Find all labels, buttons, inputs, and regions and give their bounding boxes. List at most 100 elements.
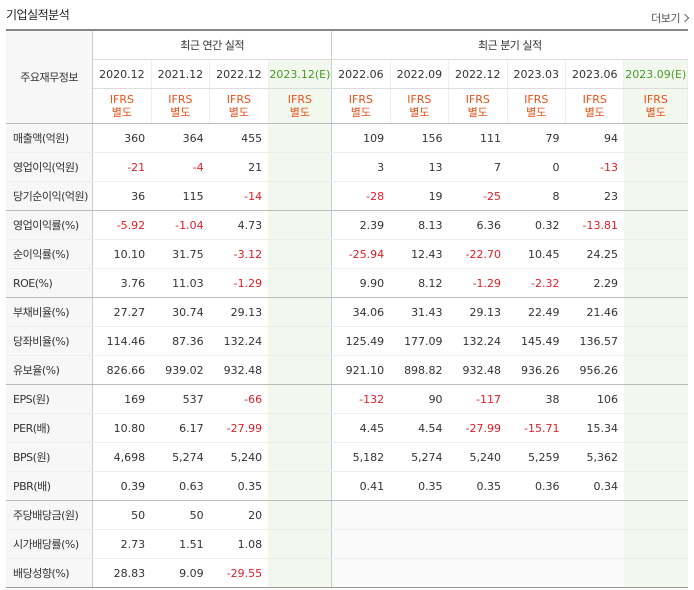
table-cell: [623, 181, 688, 211]
row-label: ROE(%): [6, 268, 94, 298]
table-cell: 932.48: [209, 355, 269, 385]
standard-ifrs: IFRS: [168, 93, 193, 106]
table-cell: [268, 268, 333, 298]
standard-separate: 별도: [645, 106, 666, 119]
period-header: 2022.12: [448, 59, 508, 89]
table-cell: 132.24: [448, 326, 508, 356]
table-cell: -28: [331, 181, 391, 211]
table-cell: [448, 500, 508, 530]
accounting-standard-label: IFRS 별도: [268, 88, 333, 124]
table-cell: [448, 529, 508, 559]
table-cell: 169: [92, 384, 152, 414]
accounting-standard-label: IFRS 별도: [151, 88, 211, 124]
table-cell: 5,259: [507, 442, 566, 472]
table-cell: 5,274: [151, 442, 210, 472]
table-cell: 0.36: [507, 471, 566, 501]
table-cell: 19: [390, 181, 449, 211]
more-label: 더보기: [651, 12, 680, 25]
table-cell: -132: [331, 384, 391, 414]
table-cell: 921.10: [331, 355, 391, 385]
table-row: 순이익률(%) 10.10 31.75 -3.12 -25.94 12.43 -22.70 1…: [6, 239, 688, 269]
table-cell: [623, 326, 688, 356]
table-cell: 3: [331, 152, 391, 182]
period-header: 2022.06: [331, 59, 391, 89]
period-header-row: 2020.12 2021.12 2022.12 2023.12(E) 2022.06 20…: [6, 59, 688, 89]
table-cell: -14: [209, 181, 269, 211]
row-label: 영업이익(억원): [6, 152, 94, 182]
table-cell: 455: [209, 123, 269, 153]
table-cell: 27.27: [92, 297, 152, 327]
table-cell: 136.57: [565, 326, 624, 356]
table-cell: -22.70: [448, 239, 508, 269]
standard-separate: 별도: [584, 106, 605, 119]
table-cell: -25: [448, 181, 508, 211]
table-cell: 90: [390, 384, 449, 414]
more-link[interactable]: 더보기: [651, 10, 690, 26]
accounting-standard-label: IFRS 별도: [390, 88, 450, 124]
table-cell: 5,362: [565, 442, 624, 472]
table-cell: 2.73: [92, 529, 152, 559]
period-header: 2023.09(E): [623, 59, 688, 89]
standard-separate: 별도: [170, 106, 191, 119]
table-cell: 28.83: [92, 558, 152, 588]
table-row: 배당성향(%) 28.83 9.09 -29.55: [6, 558, 688, 588]
standard-separate: 별도: [350, 106, 371, 119]
accounting-standard-label: IFRS 별도: [209, 88, 269, 124]
table-cell: 20: [209, 500, 269, 530]
table-cell: 2.29: [565, 268, 624, 298]
table-cell: 50: [151, 500, 210, 530]
table-cell: -66: [209, 384, 269, 414]
standard-ifrs: IFRS: [287, 93, 312, 106]
table-cell: 0.39: [92, 471, 152, 501]
table-cell: 6.36: [448, 210, 508, 240]
table-cell: 9.09: [151, 558, 210, 588]
table-cell: 8.13: [390, 210, 449, 240]
table-row: ROE(%) 3.76 11.03 -1.29 9.90 8.12 -1.29 -2.32 2.…: [6, 268, 688, 298]
period-header: 2020.12: [92, 59, 152, 89]
period-header: 2023.06: [565, 59, 625, 89]
table-cell: 11.03: [151, 268, 210, 298]
accounting-standard-label: IFRS 별도: [448, 88, 508, 124]
row-label: 유보율(%): [6, 355, 94, 385]
standard-ifrs: IFRS: [465, 93, 490, 106]
table-cell: -13: [565, 152, 624, 182]
table-cell: 15.34: [565, 413, 624, 443]
table-cell: 24.25: [565, 239, 624, 269]
quarter-header: 최근 분기 실적: [331, 30, 688, 60]
table-cell: [268, 384, 333, 414]
table-cell: 36: [92, 181, 152, 211]
table-cell: [623, 268, 688, 298]
table-cell: [268, 210, 333, 240]
accounting-standard-label: IFRS 별도: [92, 88, 152, 124]
standard-separate: 별도: [111, 106, 133, 119]
table-cell: -2.32: [507, 268, 566, 298]
table-cell: 5,182: [331, 442, 391, 472]
period-header: 2021.12: [151, 59, 211, 89]
table-cell: 5,240: [448, 442, 508, 472]
table-row: 당기순이익(억원) 36 115 -14 -28 19 -25 8 23: [6, 181, 688, 211]
table-cell: 8: [507, 181, 566, 211]
standard-ifrs: IFRS: [407, 93, 432, 106]
table-cell: [623, 123, 688, 153]
table-cell: [390, 529, 449, 559]
table-cell: [268, 558, 333, 588]
table-cell: [268, 297, 333, 327]
table-cell: 10.80: [92, 413, 152, 443]
section-title: 기업실적분석: [6, 8, 70, 22]
table-cell: [268, 326, 333, 356]
table-cell: [623, 413, 688, 443]
period-header: 2023.03: [507, 59, 567, 89]
table-cell: 826.66: [92, 355, 152, 385]
table-cell: -27.99: [448, 413, 508, 443]
table-cell: [623, 297, 688, 327]
table-cell: -1.29: [209, 268, 269, 298]
table-cell: 4.45: [331, 413, 391, 443]
table-cell: [390, 500, 449, 530]
row-label: 시가배당률(%): [6, 529, 94, 559]
table-cell: [331, 529, 391, 559]
table-cell: -117: [448, 384, 508, 414]
table-cell: 360: [92, 123, 152, 153]
standard-ifrs: IFRS: [348, 93, 373, 106]
standard-ifrs: IFRS: [524, 93, 549, 106]
standard-header-row: IFRS 별도 IFRS 별도 IFRS 별도 IFRS 별도 IFRS 별도 IFRS 별도 IFRS…: [6, 88, 688, 124]
